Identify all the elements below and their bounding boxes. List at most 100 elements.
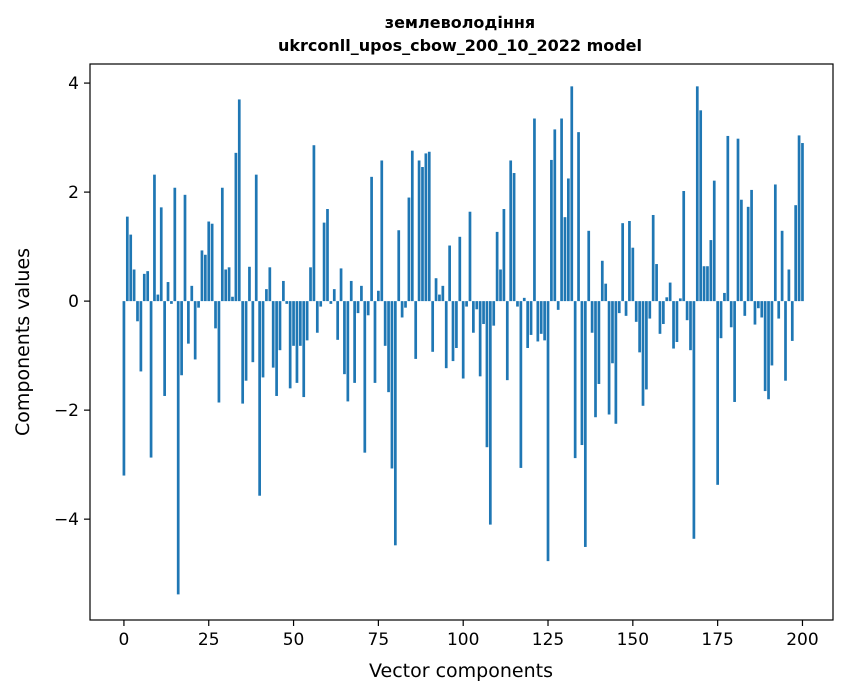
bar	[377, 290, 380, 302]
bar	[146, 271, 150, 302]
bar	[488, 301, 492, 525]
bar	[719, 301, 723, 339]
bar	[234, 152, 238, 302]
bar	[770, 301, 774, 366]
bar-series	[122, 86, 804, 595]
bar	[801, 143, 804, 302]
x-tick-label: 100	[447, 630, 479, 650]
bar	[417, 160, 421, 302]
bar	[685, 301, 689, 321]
bar	[268, 267, 272, 302]
bar	[553, 129, 557, 302]
bar	[207, 221, 211, 302]
bar	[166, 282, 170, 302]
bar	[261, 301, 265, 378]
bar	[173, 187, 177, 302]
bar	[305, 301, 309, 341]
bar	[648, 301, 652, 319]
x-tick-label: 175	[701, 630, 733, 650]
bar	[672, 301, 675, 349]
bar	[580, 301, 584, 446]
bar	[292, 301, 295, 346]
bar	[421, 167, 424, 302]
bar	[509, 160, 513, 302]
bar	[519, 301, 523, 468]
bar	[736, 138, 740, 302]
bar	[495, 231, 499, 302]
bar	[349, 280, 353, 302]
bar	[492, 301, 496, 326]
bar	[723, 292, 726, 302]
bar	[322, 222, 326, 302]
bar	[180, 301, 183, 376]
bar	[448, 245, 451, 302]
bar	[326, 209, 329, 302]
y-axis-label: Components values	[12, 248, 34, 436]
bar	[241, 301, 245, 404]
bar	[275, 301, 278, 396]
bar	[451, 301, 455, 362]
bar	[441, 285, 445, 302]
y-tick-label: 2	[68, 183, 79, 203]
bar	[125, 216, 129, 302]
bar	[407, 197, 411, 302]
bar	[282, 280, 285, 302]
x-tick-label: 25	[198, 630, 220, 650]
bar	[740, 199, 743, 302]
bar	[458, 236, 462, 302]
bar	[139, 301, 143, 372]
bar	[129, 234, 133, 302]
bar	[760, 301, 764, 318]
bar	[251, 301, 255, 363]
plot-frame	[89, 63, 834, 621]
bar	[220, 187, 224, 302]
bar	[214, 301, 217, 329]
bar	[136, 301, 139, 322]
bar	[339, 268, 343, 302]
x-tick-label: 75	[368, 630, 390, 650]
bar	[573, 301, 577, 459]
bar	[363, 301, 367, 453]
chart-subtitle: ukrconll_upos_cbow_200_10_2022 model	[278, 36, 642, 55]
bar	[702, 266, 706, 302]
bar	[712, 180, 716, 302]
bar	[248, 266, 251, 302]
bar	[356, 301, 360, 314]
x-axis-ticks: 0 25 50 75 100 125 150 175 200	[119, 620, 819, 650]
bar	[397, 230, 401, 302]
bar	[390, 301, 394, 469]
bar	[343, 301, 346, 375]
bar	[187, 301, 190, 344]
bar	[600, 260, 604, 302]
bar	[149, 301, 153, 458]
bar	[567, 178, 570, 302]
y-tick-label: −2	[54, 401, 79, 421]
bar	[594, 301, 597, 418]
bar	[645, 301, 648, 390]
bar	[787, 269, 791, 302]
bar	[309, 267, 312, 302]
bar	[757, 301, 760, 309]
bar	[271, 301, 275, 368]
bar	[726, 135, 730, 302]
bar	[315, 301, 319, 333]
bar	[750, 189, 753, 302]
bar	[410, 150, 414, 302]
bar	[132, 269, 136, 302]
bar	[465, 301, 468, 307]
bar	[505, 301, 509, 381]
bar	[485, 301, 489, 448]
bar	[163, 301, 166, 396]
bar	[227, 267, 231, 302]
bar	[682, 191, 686, 302]
bar	[153, 174, 156, 302]
bar	[170, 301, 173, 304]
bar	[455, 301, 458, 348]
bar	[373, 301, 377, 383]
bar	[628, 220, 631, 302]
bar	[190, 285, 194, 302]
bar	[176, 301, 180, 595]
bar	[210, 223, 214, 302]
x-tick-label: 200	[786, 630, 818, 650]
bar	[237, 99, 241, 302]
